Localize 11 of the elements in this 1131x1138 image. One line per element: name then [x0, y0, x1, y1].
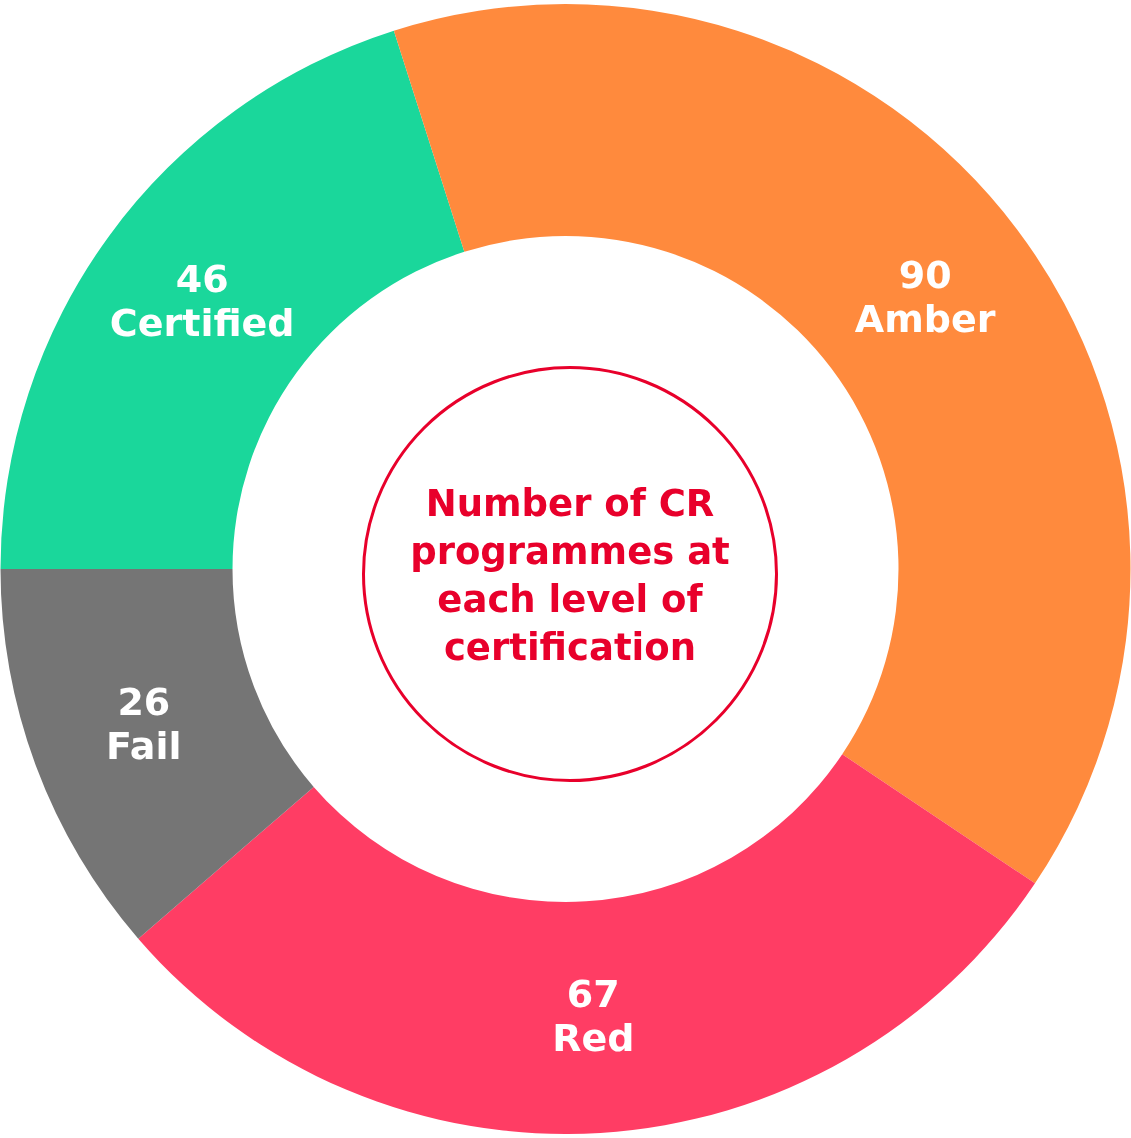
slice-label: Certified: [109, 301, 295, 346]
slice-label: Fail: [106, 724, 182, 769]
data-label: 26: [117, 680, 171, 725]
slice-label: Amber: [854, 296, 996, 341]
data-label: 67: [566, 972, 620, 1017]
slice-label: Red: [552, 1016, 635, 1061]
data-label: 90: [898, 252, 952, 297]
donut-slice: [0, 569, 314, 939]
data-label: 46: [175, 257, 229, 302]
donut-slice: [393, 4, 1130, 884]
text: Number of CR programmes at each level of certification: [409, 481, 731, 671]
